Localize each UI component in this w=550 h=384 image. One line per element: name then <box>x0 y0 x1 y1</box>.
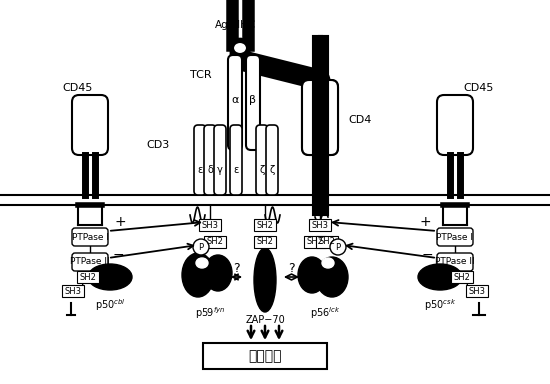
Ellipse shape <box>88 264 132 290</box>
Text: p56$^{lck}$: p56$^{lck}$ <box>310 305 340 321</box>
Text: 细胞活化: 细胞活化 <box>248 349 282 363</box>
Text: SH2: SH2 <box>80 273 96 281</box>
Text: SH2: SH2 <box>454 273 470 281</box>
Text: p59$^{fyn}$: p59$^{fyn}$ <box>195 305 226 321</box>
FancyBboxPatch shape <box>437 95 473 155</box>
FancyBboxPatch shape <box>228 55 242 150</box>
FancyBboxPatch shape <box>203 343 327 369</box>
Text: CD3: CD3 <box>147 140 170 150</box>
FancyBboxPatch shape <box>309 219 331 231</box>
FancyBboxPatch shape <box>204 125 216 195</box>
Text: ZAP−70: ZAP−70 <box>245 315 285 325</box>
Text: δ: δ <box>207 165 213 175</box>
Ellipse shape <box>204 255 232 291</box>
FancyBboxPatch shape <box>72 253 108 271</box>
FancyBboxPatch shape <box>256 125 268 195</box>
Text: ζ: ζ <box>260 165 265 175</box>
Ellipse shape <box>196 258 208 268</box>
Text: PTPase I: PTPase I <box>72 232 108 242</box>
Text: ?: ? <box>288 262 294 275</box>
FancyBboxPatch shape <box>214 125 226 195</box>
Text: −: − <box>112 248 124 262</box>
Text: ζ: ζ <box>270 165 274 175</box>
Text: CD45: CD45 <box>62 83 92 93</box>
Text: SH3: SH3 <box>311 220 328 230</box>
Text: Ag/MHC: Ag/MHC <box>215 20 256 30</box>
Text: P: P <box>336 243 340 252</box>
Ellipse shape <box>322 258 334 268</box>
Text: α: α <box>232 95 239 105</box>
Text: PTPase I: PTPase I <box>437 232 474 242</box>
FancyBboxPatch shape <box>77 271 99 283</box>
Ellipse shape <box>330 239 346 255</box>
Text: CD4: CD4 <box>348 115 372 125</box>
Ellipse shape <box>298 257 326 293</box>
Text: PTPase II: PTPase II <box>70 258 110 266</box>
FancyBboxPatch shape <box>72 228 108 246</box>
Text: TCR: TCR <box>190 70 212 80</box>
Text: PTPase II: PTPase II <box>435 258 475 266</box>
Text: γ: γ <box>217 165 223 175</box>
FancyBboxPatch shape <box>302 80 338 155</box>
FancyBboxPatch shape <box>437 228 473 246</box>
Text: CD45: CD45 <box>463 83 493 93</box>
Text: ε: ε <box>197 165 203 175</box>
FancyBboxPatch shape <box>451 271 473 283</box>
Ellipse shape <box>316 257 348 297</box>
FancyBboxPatch shape <box>72 95 108 155</box>
Text: ε: ε <box>233 165 239 175</box>
Ellipse shape <box>233 42 247 54</box>
FancyBboxPatch shape <box>266 125 278 195</box>
Text: +: + <box>419 215 431 229</box>
FancyBboxPatch shape <box>466 285 488 297</box>
Text: SH2: SH2 <box>318 237 336 247</box>
Text: SH3: SH3 <box>469 286 486 296</box>
FancyBboxPatch shape <box>254 219 276 231</box>
FancyBboxPatch shape <box>62 285 84 297</box>
FancyBboxPatch shape <box>199 219 221 231</box>
Text: −: − <box>421 248 433 262</box>
Ellipse shape <box>254 248 276 312</box>
Text: SH3: SH3 <box>201 220 218 230</box>
Text: SH2: SH2 <box>256 220 273 230</box>
Text: SH2: SH2 <box>207 237 223 247</box>
Text: SH2: SH2 <box>256 237 273 247</box>
Text: p50$^{cbl}$: p50$^{cbl}$ <box>95 297 125 313</box>
Ellipse shape <box>418 264 462 290</box>
FancyBboxPatch shape <box>254 236 276 248</box>
Text: SH2: SH2 <box>306 237 323 247</box>
Ellipse shape <box>193 239 209 255</box>
Ellipse shape <box>182 253 214 297</box>
FancyBboxPatch shape <box>316 236 338 248</box>
Text: SH3: SH3 <box>64 286 81 296</box>
Text: p50$^{csk}$: p50$^{csk}$ <box>424 297 456 313</box>
Text: β: β <box>250 95 256 105</box>
Text: +: + <box>114 215 126 229</box>
FancyBboxPatch shape <box>302 80 338 155</box>
FancyBboxPatch shape <box>204 236 226 248</box>
FancyBboxPatch shape <box>230 125 242 195</box>
FancyBboxPatch shape <box>194 125 206 195</box>
FancyBboxPatch shape <box>437 253 473 271</box>
Text: P: P <box>199 243 204 252</box>
FancyBboxPatch shape <box>246 55 260 150</box>
Text: ?: ? <box>233 262 239 275</box>
FancyBboxPatch shape <box>304 236 326 248</box>
